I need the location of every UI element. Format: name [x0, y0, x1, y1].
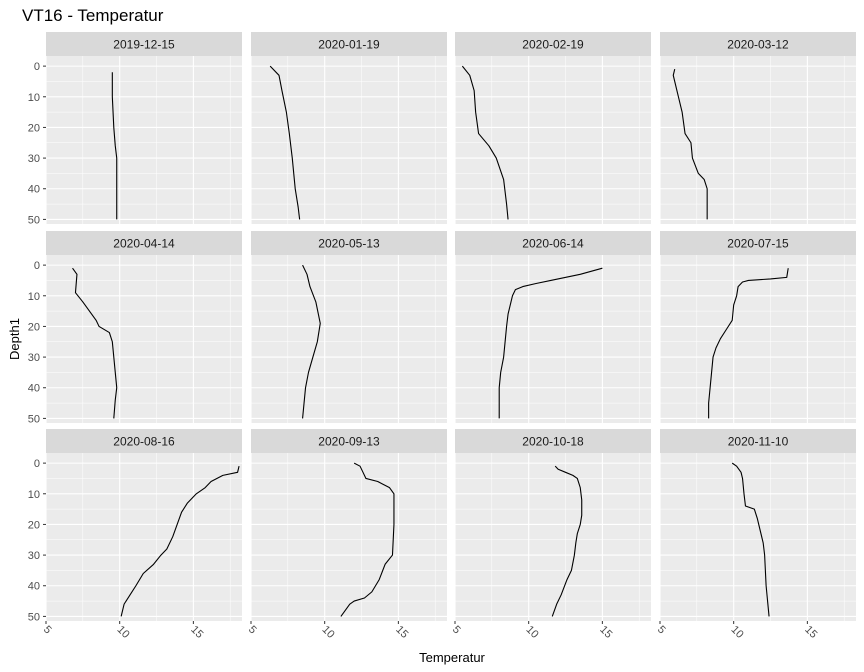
temperature-profile-line: [708, 268, 789, 419]
x-tick-label: 5: [41, 624, 54, 637]
panel-background: [251, 453, 447, 621]
x-tick-label: 5: [450, 624, 463, 637]
facet-label: 2020-01-19: [318, 38, 380, 52]
temperature-profile-line: [340, 462, 395, 617]
facet-label: 2020-03-12: [727, 38, 789, 52]
facet-strip: [251, 429, 447, 453]
facet-label: 2020-07-15: [727, 237, 789, 251]
panel-background: [455, 453, 651, 621]
temperature-profile-line: [72, 267, 118, 419]
x-tick-label: 10: [729, 624, 746, 641]
temperature-profile-line: [461, 65, 509, 220]
temperature-profile-line: [672, 69, 708, 220]
x-tick-label: 5: [246, 624, 259, 637]
x-tick-label: 15: [802, 624, 819, 641]
panel-background: [660, 453, 856, 621]
panel-background: [46, 255, 242, 423]
facet-label: 2020-06-14: [522, 237, 584, 251]
facet-panel: 2020-03-12: [659, 32, 856, 224]
y-tick-label: 50: [28, 413, 40, 425]
temperature-profile-line: [111, 72, 118, 220]
facet-panel: 2020-01-19: [250, 32, 447, 224]
panel-background: [455, 255, 651, 423]
temperature-profile-line: [551, 465, 583, 617]
facet-panel: 2020-07-15: [659, 231, 856, 423]
facet-panel: 2020-05-13: [250, 231, 447, 423]
temperature-profile-line: [731, 462, 770, 617]
y-tick-label: 0: [34, 260, 40, 272]
facet-panel: 2020-11-10 5 10 15: [655, 429, 856, 641]
facet-label: 2020-09-13: [318, 435, 380, 449]
y-tick-label: 10: [28, 489, 40, 501]
panel-background: [660, 56, 856, 224]
facet-strip: [46, 32, 242, 56]
y-tick-label: 30: [28, 352, 40, 364]
panel-background: [251, 56, 447, 224]
y-tick-label: 40: [28, 184, 40, 196]
facet-panel: 2020-10-18 5 10 15: [450, 429, 651, 641]
y-tick-label: 0: [34, 458, 40, 470]
facet-label: 2019-12-15: [113, 38, 175, 52]
facet-panel: 2020-09-13 5 10 15: [246, 429, 447, 641]
facet-strip: [660, 32, 856, 56]
facet-label: 2020-10-18: [522, 435, 584, 449]
x-tick-label: 5: [655, 624, 668, 637]
facet-strip: [455, 32, 651, 56]
facet-strip: [251, 32, 447, 56]
facet-strip: [660, 429, 856, 453]
y-tick-label: 10: [28, 92, 40, 104]
x-tick-label: 10: [320, 624, 337, 641]
y-tick-label: 40: [28, 383, 40, 395]
facet-strip: [660, 231, 856, 255]
facet-label: 2020-05-13: [318, 237, 380, 251]
facet-strip: [46, 231, 242, 255]
y-tick-label: 30: [28, 153, 40, 165]
y-tick-label: 40: [28, 581, 40, 593]
x-tick-label: 10: [524, 624, 541, 641]
y-tick-label: 20: [28, 519, 40, 531]
panel-background: [660, 255, 856, 423]
temperature-profile-line: [120, 466, 240, 617]
facet-panel: 2020-04-14 0 10 20 30 40 50: [28, 231, 242, 425]
facet-strip: [455, 429, 651, 453]
y-tick-label: 10: [28, 291, 40, 303]
facet-strip: [251, 231, 447, 255]
x-tick-label: 15: [188, 624, 205, 641]
facet-panel: 2020-06-14: [454, 231, 651, 423]
x-tick-label: 15: [597, 624, 614, 641]
facet-panel: 2020-02-19: [454, 32, 651, 224]
y-tick-label: 30: [28, 550, 40, 562]
x-tick-label: 10: [115, 624, 132, 641]
facet-panel: 2020-08-16 0 10 20 30 40 505 10 15: [28, 429, 242, 641]
x-axis-title: Temperatur: [419, 650, 485, 665]
facet-label: 2020-02-19: [522, 38, 584, 52]
y-tick-label: 20: [28, 321, 40, 333]
facet-panel: 2019-12-15 0 10 20 30 40 50: [28, 32, 242, 226]
y-axis-title: Depth1: [7, 318, 22, 360]
panel-background: [251, 255, 447, 423]
panel-background: [46, 453, 242, 621]
temperature-profile-line: [498, 267, 603, 419]
chart-title: VT16 - Temperatur: [22, 6, 164, 25]
temperature-profile-line: [302, 264, 321, 419]
facet-strip: [455, 231, 651, 255]
x-tick-label: 15: [393, 624, 410, 641]
y-tick-label: 20: [28, 122, 40, 134]
panel-background: [46, 56, 242, 224]
y-tick-label: 50: [28, 611, 40, 623]
facet-label: 2020-11-10: [728, 435, 789, 449]
temperature-profile-line: [269, 65, 301, 220]
y-tick-label: 50: [28, 214, 40, 226]
y-tick-label: 0: [34, 61, 40, 73]
facet-label: 2020-08-16: [113, 435, 175, 449]
panel-background: [455, 56, 651, 224]
facet-label: 2020-04-14: [113, 237, 175, 251]
facet-strip: [46, 429, 242, 453]
